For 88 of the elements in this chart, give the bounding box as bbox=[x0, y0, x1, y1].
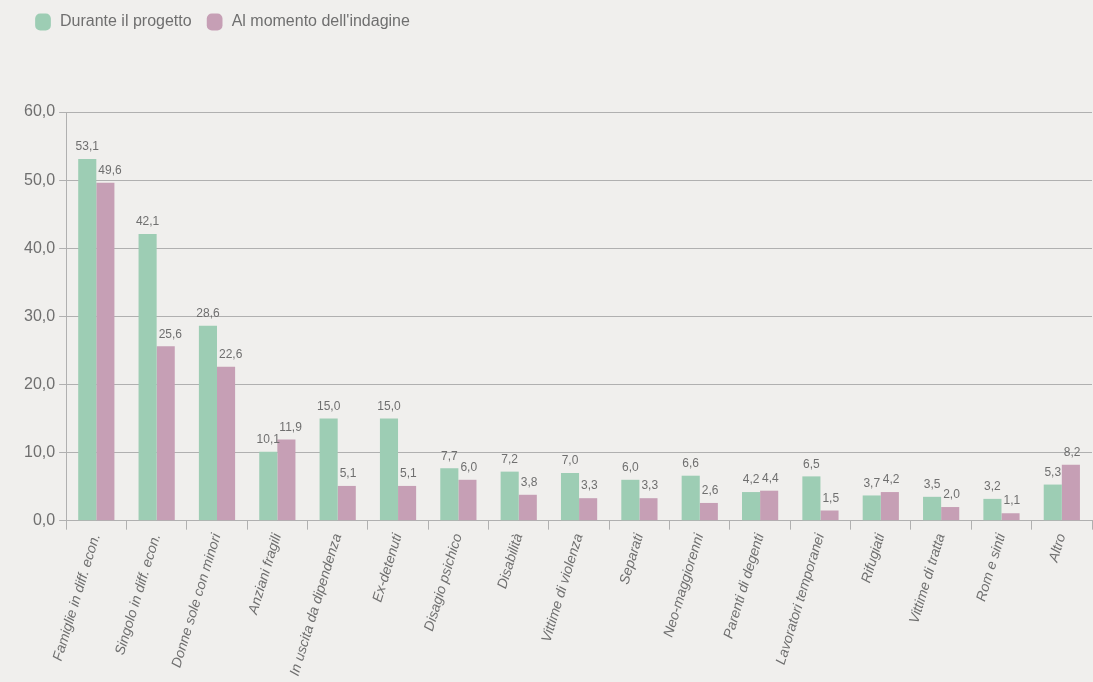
x-tick-label: Altro bbox=[1044, 531, 1069, 565]
legend-label: Al momento dell'indagine bbox=[231, 12, 411, 30]
bar bbox=[760, 490, 779, 521]
bar bbox=[880, 492, 899, 521]
bar bbox=[78, 159, 97, 521]
data-label: 7,0 bbox=[561, 453, 579, 468]
x-tick-label: Vittime di tratta bbox=[905, 531, 948, 626]
data-label: 6,6 bbox=[682, 456, 700, 471]
bar bbox=[337, 485, 356, 521]
y-tick-label: 40,0 bbox=[24, 238, 56, 256]
data-label: 3,3 bbox=[641, 478, 659, 493]
bar bbox=[802, 476, 821, 521]
bar bbox=[440, 468, 459, 521]
bar bbox=[138, 233, 157, 521]
data-label: 7,2 bbox=[501, 451, 519, 466]
x-tick-label: Rom e sinti bbox=[972, 530, 1009, 604]
bar bbox=[458, 479, 477, 521]
data-label: 53,1 bbox=[75, 139, 100, 154]
data-label: 3,2 bbox=[984, 479, 1002, 494]
bar bbox=[862, 495, 881, 521]
data-label: 4,4 bbox=[762, 471, 780, 486]
data-label: 4,2 bbox=[882, 472, 900, 487]
data-label: 3,7 bbox=[863, 475, 881, 490]
data-label: 4,2 bbox=[742, 472, 760, 487]
y-tick-label: 30,0 bbox=[24, 306, 56, 324]
x-tick-label: Vittime di violenza bbox=[537, 531, 586, 644]
x-tick-label: Donne sole con minori bbox=[167, 530, 224, 670]
bar bbox=[820, 510, 839, 521]
data-label: 3,5 bbox=[923, 477, 941, 492]
data-label: 3,3 bbox=[581, 478, 599, 493]
bar bbox=[217, 366, 236, 521]
bar bbox=[1061, 464, 1080, 521]
bar bbox=[621, 479, 640, 521]
data-label: 5,1 bbox=[400, 466, 418, 481]
bar bbox=[518, 494, 537, 521]
data-label: 3,8 bbox=[520, 475, 538, 490]
bar bbox=[259, 451, 278, 521]
data-label: 5,3 bbox=[1044, 464, 1062, 479]
data-label: 11,9 bbox=[279, 419, 303, 434]
bar bbox=[319, 418, 338, 521]
bar bbox=[379, 418, 399, 521]
data-label: 49,6 bbox=[98, 163, 122, 178]
x-tick-label: Anziani fragili bbox=[244, 530, 285, 617]
bar bbox=[198, 325, 217, 521]
bar bbox=[742, 492, 761, 521]
y-tick-label: 20,0 bbox=[24, 374, 56, 392]
data-label: 25,6 bbox=[158, 326, 183, 341]
bar bbox=[639, 498, 658, 521]
bar bbox=[1001, 513, 1020, 521]
x-tick-label: Famiglie in diff. econ. bbox=[48, 531, 103, 663]
bar bbox=[941, 507, 960, 521]
data-label: 10,1 bbox=[256, 432, 281, 447]
y-tick-label: 60,0 bbox=[24, 102, 56, 120]
x-tick-label: Separati bbox=[615, 530, 647, 587]
bar bbox=[96, 182, 115, 521]
data-label: 6,5 bbox=[803, 456, 821, 471]
y-tick-label: 10,0 bbox=[24, 442, 56, 460]
bar bbox=[923, 496, 942, 521]
bar bbox=[681, 475, 700, 521]
legend-label: Durante il progetto bbox=[60, 12, 192, 30]
bar bbox=[500, 471, 519, 521]
data-label: 8,2 bbox=[1063, 445, 1081, 460]
data-label: 42,1 bbox=[135, 214, 160, 229]
bar bbox=[560, 472, 580, 521]
bar bbox=[398, 485, 417, 521]
bar bbox=[699, 502, 718, 521]
bar bbox=[156, 346, 175, 521]
data-label: 5,1 bbox=[339, 466, 357, 481]
data-label: 6,0 bbox=[622, 460, 640, 475]
x-tick-label: Singolo in diff. econ. bbox=[111, 531, 164, 657]
data-label: 1,5 bbox=[822, 490, 840, 505]
bar bbox=[1043, 484, 1062, 521]
y-tick-label: 0,0 bbox=[32, 511, 56, 529]
data-label: 1,1 bbox=[1003, 493, 1021, 508]
data-label: 22,6 bbox=[219, 347, 243, 362]
data-label: 28,6 bbox=[196, 306, 220, 321]
data-label: 7,7 bbox=[440, 448, 458, 463]
x-tick-label: Disagio psichico bbox=[420, 531, 466, 633]
x-tick-label: Rifugiati bbox=[857, 530, 888, 585]
x-tick-label: Parenti di degenti bbox=[719, 530, 767, 641]
data-label: 6,0 bbox=[460, 460, 478, 475]
data-label: 2,6 bbox=[701, 483, 719, 498]
data-label: 15,0 bbox=[377, 398, 401, 413]
bar bbox=[983, 498, 1002, 521]
y-tick-label: 50,0 bbox=[24, 170, 56, 188]
data-label: 2,0 bbox=[943, 487, 961, 502]
data-label: 15,0 bbox=[316, 398, 341, 413]
bar bbox=[579, 498, 598, 521]
